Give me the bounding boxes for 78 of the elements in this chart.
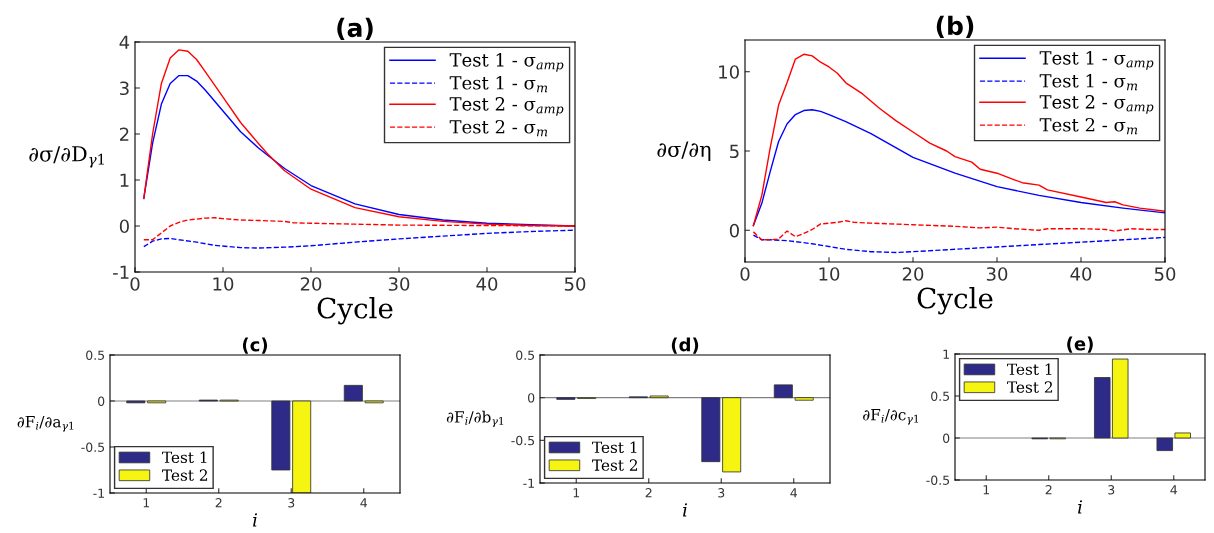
y-tick-label: 10: [719, 65, 739, 79]
chart-title: (b): [936, 15, 974, 39]
y-axis-title: ∂σ/∂η: [657, 141, 711, 162]
y-tick-label: -0.5: [81, 442, 105, 452]
legend-label: Test 2 - σ$_{amp}$: [1039, 95, 1154, 114]
x-tick-label: 3: [718, 488, 725, 498]
legend-label: Test 1: [1007, 363, 1052, 375]
chart-title: (a): [337, 17, 373, 41]
y-tick-label: 0: [729, 223, 739, 238]
x-tick-label: 2: [1045, 485, 1052, 495]
y-tick-label: 3: [120, 81, 129, 96]
y-axis-title: ∂F$_{i}$/∂b$_{γ1}$: [446, 410, 504, 428]
x-tick-label: 4: [360, 498, 368, 508]
x-tick-label: 3: [1108, 485, 1115, 495]
chart-title: (e): [1067, 336, 1093, 353]
y-tick-label: 0.5: [516, 350, 535, 360]
x-tick-label: 2: [215, 498, 222, 508]
line-series: [752, 220, 1165, 241]
y-tick-label: 0.5: [931, 391, 950, 401]
x-tick-label: 4: [1170, 485, 1178, 495]
x-axis-title: Cycle: [917, 287, 993, 315]
x-tick-label: 10: [819, 267, 840, 281]
x-tick-label: 1: [143, 498, 150, 508]
x-tick-label: 30: [388, 277, 410, 291]
y-axis-title: ∂F$_{i}$/∂c$_{γ1}$: [863, 409, 919, 425]
x-tick-label: 20: [902, 267, 924, 281]
legend-label: Test 2: [592, 459, 638, 471]
y-tick-label: 0: [528, 393, 535, 403]
y-tick-label: -0.5: [511, 435, 535, 446]
legend-label: Test 1: [162, 451, 207, 464]
y-tick-label: -1: [523, 478, 534, 488]
y-tick-label: 1: [120, 173, 129, 187]
x-tick-label: 4: [790, 488, 798, 498]
legend-label: Test 1 - σ$_{m}$: [449, 75, 548, 93]
legend-label: Test 2 - σ$_{m}$: [1039, 117, 1138, 135]
x-tick-label: 10: [213, 277, 234, 291]
y-axis-title: ∂F$_{i}$/∂a$_{γ1}$: [17, 416, 74, 432]
y-tick-label: 4: [119, 35, 130, 49]
legend-label: Test 1 - σ$_{amp}$: [1039, 51, 1154, 70]
y-tick-label: -1: [93, 488, 104, 498]
x-axis-title: i: [1078, 500, 1082, 514]
y-tick-label: 0.5: [86, 350, 105, 360]
legend-label: Test 1 - σ$_{amp}$: [449, 53, 564, 72]
chart-title: (d): [671, 337, 699, 354]
y-tick-label: 0: [943, 433, 950, 443]
x-tick-label: 1: [983, 485, 990, 495]
x-tick-label: 20: [300, 277, 322, 291]
x-tick-label: 3: [288, 498, 295, 508]
y-tick-label: -0.5: [926, 475, 950, 485]
legend-label: Test 2: [162, 469, 208, 481]
x-tick-label: 50: [1154, 267, 1176, 281]
y-axis-title: ∂σ/∂D$_{γ1}$: [29, 146, 104, 168]
legend-label: Test 1 - σ$_{m}$: [1039, 73, 1138, 91]
line-series: [143, 229, 575, 249]
y-tick-label: 0: [98, 396, 105, 406]
chart-title: (c): [242, 337, 268, 354]
x-tick-label: 40: [1070, 267, 1092, 281]
legend-label: Test 2: [1007, 381, 1053, 393]
legend-label: Test 1: [592, 441, 637, 454]
y-tick-label: 0: [119, 219, 129, 234]
x-tick-label: 1: [573, 488, 580, 498]
y-tick-label: 5: [730, 144, 739, 159]
x-tick-label: 0: [740, 267, 750, 281]
y-tick-label: 2: [119, 127, 129, 141]
line-series: [752, 53, 1165, 227]
x-tick-label: 50: [564, 277, 586, 291]
y-tick-label: -1: [113, 265, 129, 279]
y-tick-label: 1: [943, 349, 949, 359]
x-axis-title: Cycle: [317, 297, 393, 325]
line-series: [752, 234, 1165, 254]
x-tick-label: 30: [986, 267, 1008, 281]
legend-label: Test 2 - σ$_{amp}$: [449, 97, 564, 116]
x-tick-label: 40: [476, 277, 498, 291]
legend-label: Test 2 - σ$_{m}$: [449, 119, 548, 137]
x-tick-label: 0: [130, 277, 140, 291]
x-tick-label: 2: [645, 488, 652, 498]
x-axis-title: i: [683, 503, 687, 517]
x-axis-title: i: [253, 513, 257, 527]
